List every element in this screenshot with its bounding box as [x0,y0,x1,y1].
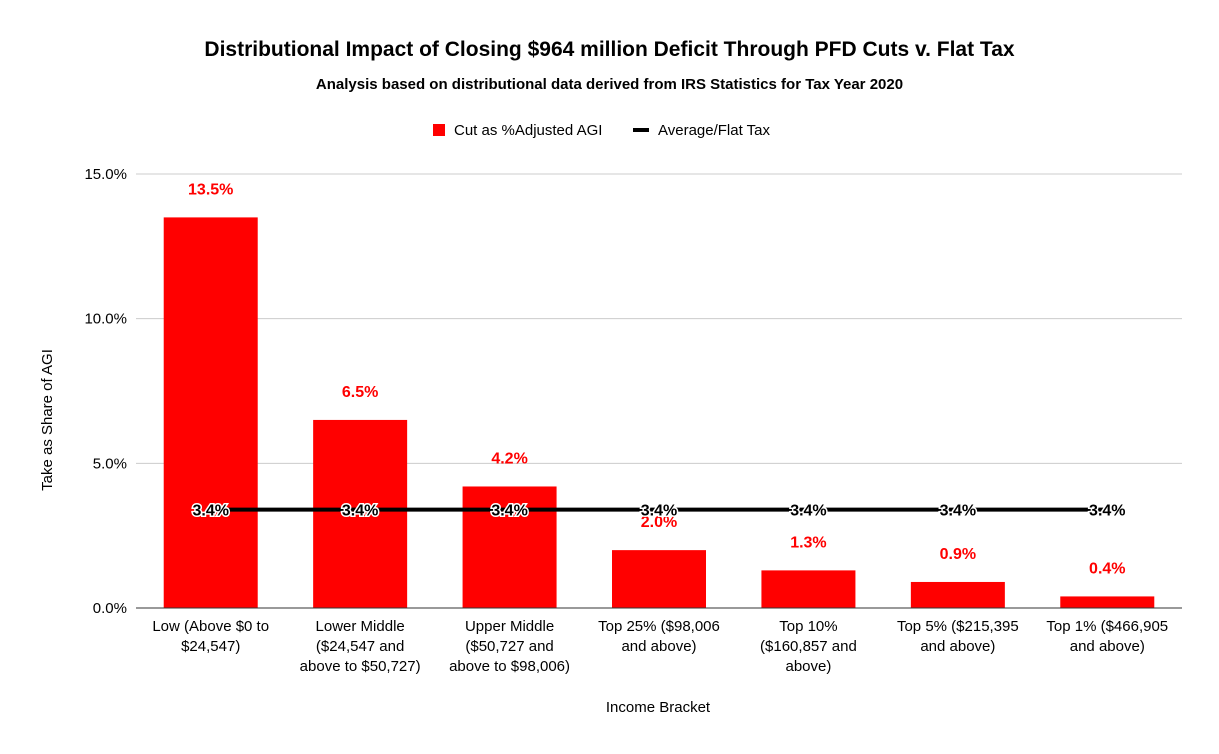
x-tick-label: Lower Middle ($24,547 and above to $50,727… [300,618,421,675]
legend-item-bars: Cut as %Adjusted AGI [433,122,602,139]
line-data-labels: 3.4% 3.4% 3.4% 3.4% 3.4% 3.4% 3.4% [191,501,1127,521]
bar [163,217,258,608]
bar-data-label: 6.5% [342,384,378,401]
chart-title: Distributional Impact of Closing $964 mi… [204,38,1015,61]
x-tick-label: Top 1% ($466,905 and above) [1046,618,1168,655]
bar-data-label: 0.9% [940,546,976,563]
bar-data-label: 1.3% [790,534,826,551]
line-data-label: 3.4% [342,503,378,520]
line-data-label: 3.4% [790,503,826,520]
x-tick-label: Top 25% ($98,006 and above) [598,618,720,655]
legend-item-line: Average/Flat Tax [633,122,771,139]
bar-data-label: 0.4% [1089,560,1125,577]
bar-series [163,217,1155,608]
line-data-label: 3.4% [641,503,677,520]
legend-swatch-bars [433,124,445,136]
bar [462,486,557,608]
x-tick-label: Top 10% ($160,857 and above) [760,618,857,675]
bar-data-labels: 13.5% 6.5% 4.2% 2.0% 1.3% 0.9% 0.4% [188,181,1125,577]
bar [761,570,856,608]
y-tick-label: 0.0% [93,600,127,617]
chart-subtitle: Analysis based on distributional data de… [315,76,904,93]
bar [612,550,706,608]
y-axis-label: Take as Share of AGI [39,349,56,491]
line-data-label: 3.4% [491,503,527,520]
legend: Cut as %Adjusted AGI Average/Flat Tax [433,122,771,139]
gridlines [136,173,1182,464]
y-tick-label: 15.0% [84,166,127,183]
x-tick-label: Upper Middle ($50,727 and above to $98,006… [449,618,570,675]
bar-data-label: 2.0% [641,514,677,531]
bar [1060,596,1155,608]
y-axis-ticks: 0.0% 5.0% 10.0% 15.0% [84,166,127,617]
bar [313,419,408,608]
y-tick-label: 5.0% [93,455,127,472]
legend-label-bars: Cut as %Adjusted AGI [454,122,602,139]
x-tick-label: Top 5% ($215,395 and above) [897,618,1019,655]
bar-data-label: 13.5% [188,181,233,198]
legend-label-line: Average/Flat Tax [658,122,771,139]
bar-data-label: 4.2% [491,450,527,467]
bar [910,581,1005,608]
x-axis-label: Income Bracket [606,699,711,716]
line-data-label: 3.4% [940,503,976,520]
y-tick-label: 10.0% [84,311,127,328]
x-tick-label: Low (Above $0 to $24,547) [152,618,269,655]
x-axis-ticks: Low (Above $0 to $24,547) Lower Middle ($24… [152,618,1168,675]
line-data-label: 3.4% [192,503,228,520]
line-data-label: 3.4% [1089,503,1125,520]
